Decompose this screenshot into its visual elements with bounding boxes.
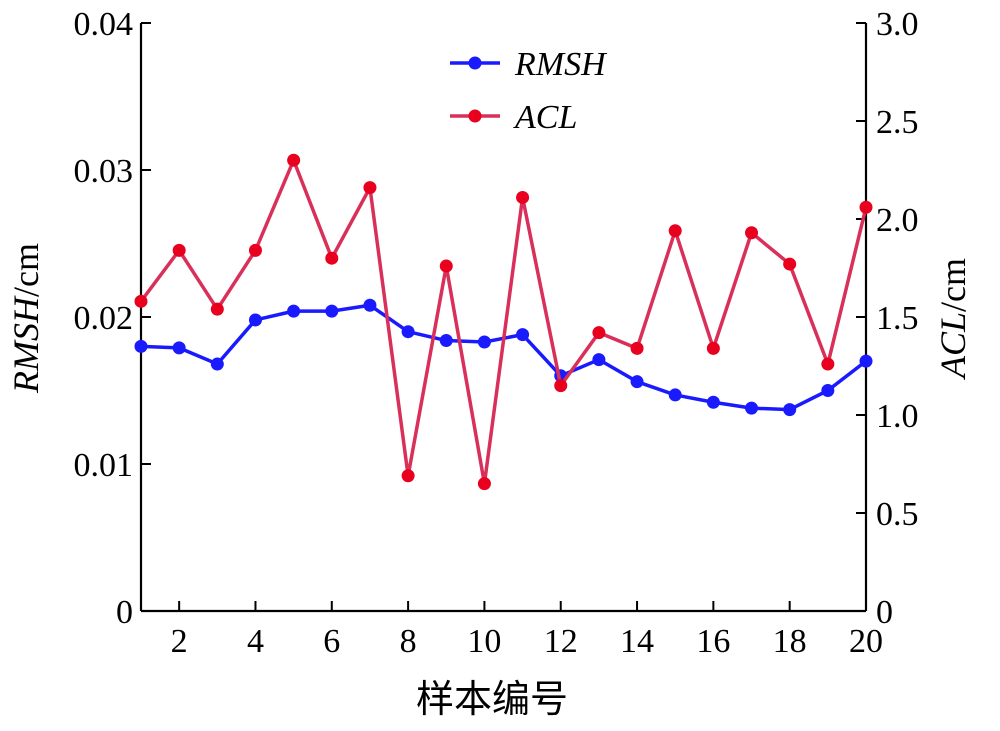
data-point-acl: [630, 341, 644, 355]
x-tick-label: 8: [400, 623, 417, 660]
y-axis-title-left: RMSH/cm: [6, 243, 46, 394]
data-point-rmsh: [172, 341, 186, 355]
data-point-acl: [706, 341, 720, 355]
y-axis-title-right-var: ACL: [933, 312, 973, 380]
y-tick-label-right: 1.0: [876, 398, 919, 435]
data-point-rmsh: [783, 403, 797, 417]
y-axis-title-right-unit: /cm: [933, 258, 973, 312]
data-point-acl: [592, 326, 606, 340]
y-tick-label-right: 0.5: [876, 496, 919, 533]
legend-label-acl: ACL: [513, 99, 577, 136]
data-point-rmsh: [477, 335, 491, 349]
series-line-acl: [139, 158, 868, 486]
y-tick-label-left: 0.03: [74, 153, 134, 190]
x-tick-label: 4: [247, 623, 264, 660]
data-point-rmsh: [248, 313, 262, 327]
data-point-acl: [287, 153, 301, 167]
data-point-acl: [439, 259, 453, 273]
y-tick-label-right: 0: [876, 594, 893, 631]
legend: RMSH ACL: [450, 46, 608, 136]
data-point-acl: [363, 181, 377, 195]
data-point-rmsh: [630, 375, 644, 389]
legend-marker-acl: [468, 109, 482, 123]
data-point-rmsh: [516, 328, 530, 342]
x-tick-label: 18: [773, 623, 807, 660]
data-point-acl: [821, 357, 835, 371]
legend-marker-rmsh: [468, 56, 482, 70]
x-tick-label: 12: [544, 623, 578, 660]
y-axis-title-left-var: RMSH: [6, 295, 46, 394]
series-layer: [134, 153, 873, 491]
data-point-rmsh: [668, 388, 682, 402]
y-tick-label-left: 0.02: [74, 300, 134, 337]
data-point-acl: [248, 243, 262, 257]
y-tick-label-right: 1.5: [876, 300, 919, 337]
data-point-rmsh: [439, 334, 453, 348]
y-axis-title-left-unit: /cm: [6, 243, 46, 297]
x-tick-label: 20: [849, 623, 883, 660]
x-tick-label: 6: [323, 623, 340, 660]
x-tick-label: 14: [620, 623, 654, 660]
data-point-rmsh: [287, 304, 301, 318]
data-point-rmsh: [401, 325, 415, 339]
data-point-acl: [745, 226, 759, 240]
data-point-acl: [554, 379, 568, 393]
y-tick-label-right: 3.0: [876, 6, 919, 43]
data-point-acl: [134, 294, 148, 308]
data-point-rmsh: [592, 353, 606, 367]
x-axis-title: 样本编号: [416, 677, 568, 721]
data-point-rmsh: [745, 401, 759, 415]
y-tick-label-left: 0.01: [74, 447, 134, 484]
data-point-acl: [783, 257, 797, 271]
data-point-rmsh: [363, 298, 377, 312]
data-point-rmsh: [821, 384, 835, 397]
data-point-acl: [516, 190, 530, 204]
x-tick-label: 10: [467, 623, 501, 660]
data-point-acl: [210, 302, 224, 316]
ticks-group: 2 4 6 8 10 12 14 16 18 2000.010.020.030.0400.51.0…: [74, 6, 919, 660]
data-point-rmsh: [134, 339, 148, 353]
data-point-rmsh: [210, 357, 224, 371]
y-axis-title-right: ACL/cm: [933, 258, 973, 380]
data-point-acl: [401, 469, 415, 483]
data-point-acl: [172, 243, 186, 257]
data-point-acl: [859, 200, 873, 214]
y-tick-label-right: 2.0: [876, 202, 919, 239]
data-point-acl: [477, 477, 491, 491]
y-tick-label-right: 2.5: [876, 104, 919, 141]
data-point-rmsh: [325, 304, 339, 318]
y-tick-label-left: 0: [116, 594, 133, 631]
data-point-acl: [668, 224, 682, 238]
data-point-rmsh: [859, 354, 873, 368]
data-point-rmsh: [706, 395, 720, 409]
x-tick-label: 16: [696, 623, 730, 660]
data-point-acl: [325, 251, 339, 265]
y-tick-label-left: 0.04: [74, 6, 134, 43]
x-tick-label: 2: [171, 623, 188, 660]
legend-label-rmsh: RMSH: [514, 46, 608, 83]
